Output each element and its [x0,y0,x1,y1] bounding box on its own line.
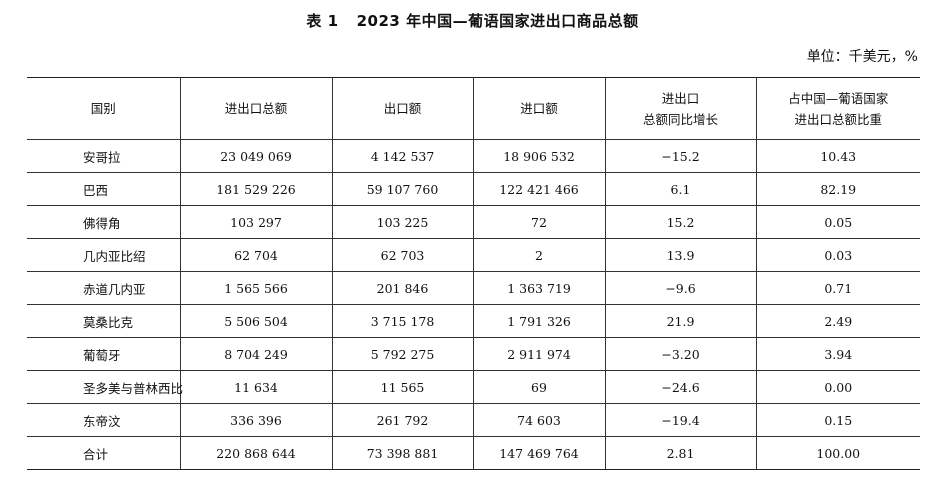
cell-share: 0.03 [755,238,920,272]
cell-country: 佛得角 [27,205,180,239]
cell-imports: 1 363 719 [472,271,605,305]
table-row: 东帝汶 336 396 261 792 74 603 −19.4 0.15 [27,403,920,437]
table-row: 几内亚比绍 62 704 62 703 2 13.9 0.03 [27,238,920,272]
cell-yoy-growth: 15.2 [604,205,756,239]
header-exports: 出口额 [331,77,473,140]
table-row: 佛得角 103 297 103 225 72 15.2 0.05 [27,205,920,239]
cell-imports: 72 [472,205,605,239]
header-share: 占中国—葡语国家 进出口总额比重 [755,77,920,140]
cell-share: 100.00 [755,436,920,470]
header-row: 国别 进出口总额 出口额 进口额 进出口 总额同比增长 占中国—葡语国家 进出口总额… [27,77,920,140]
cell-total-trade: 103 297 [179,205,332,239]
cell-total-trade: 220 868 644 [179,436,332,470]
table-row: 合计 220 868 644 73 398 881 147 469 764 2.… [27,436,920,470]
table-row: 莫桑比克 5 506 504 3 715 178 1 791 326 21.9 … [27,304,920,338]
cell-yoy-growth: −19.4 [604,403,756,437]
cell-yoy-growth: −9.6 [604,271,756,305]
table-body: 安哥拉 23 049 069 4 142 537 18 906 532 −15.… [27,139,920,470]
cell-country: 巴西 [27,172,180,206]
table-row: 安哥拉 23 049 069 4 142 537 18 906 532 −15.… [27,139,920,173]
cell-total-trade: 181 529 226 [179,172,332,206]
cell-share: 0.71 [755,271,920,305]
cell-exports: 11 565 [331,370,473,404]
cell-total-trade: 5 506 504 [179,304,332,338]
unit-note: 单位：千美元，% [806,49,918,65]
cell-yoy-growth: −15.2 [604,139,756,173]
cell-country: 合计 [27,436,180,470]
cell-country: 几内亚比绍 [27,238,180,272]
cell-exports: 3 715 178 [331,304,473,338]
cell-share: 0.00 [755,370,920,404]
cell-country: 莫桑比克 [27,304,180,338]
header-country: 国别 [27,77,180,140]
cell-share: 10.43 [755,139,920,173]
table-title-text: 2023 年中国—葡语国家进出口商品总额 [356,12,639,30]
cell-imports: 147 469 764 [472,436,605,470]
cell-share: 2.49 [755,304,920,338]
cell-imports: 74 603 [472,403,605,437]
cell-yoy-growth: 2.81 [604,436,756,470]
cell-yoy-growth: 21.9 [604,304,756,338]
cell-country: 圣多美与普林西比 [27,370,183,404]
cell-exports: 59 107 760 [331,172,473,206]
cell-exports: 62 703 [331,238,473,272]
cell-share: 3.94 [755,337,920,371]
cell-yoy-growth: 6.1 [604,172,756,206]
cell-country: 安哥拉 [27,139,180,173]
cell-exports: 103 225 [331,205,473,239]
header-yoy-growth: 进出口 总额同比增长 [604,77,756,140]
cell-imports: 122 421 466 [472,172,605,206]
cell-exports: 4 142 537 [331,139,473,173]
cell-imports: 18 906 532 [472,139,605,173]
cell-total-trade: 336 396 [179,403,332,437]
header-total-trade: 进出口总额 [179,77,332,140]
cell-total-trade: 11 634 [179,370,332,404]
table-row: 葡萄牙 8 704 249 5 792 275 2 911 974 −3.20 … [27,337,920,371]
cell-yoy-growth: −3.20 [604,337,756,371]
cell-exports: 201 846 [331,271,473,305]
cell-imports: 2 [472,238,605,272]
cell-share: 82.19 [755,172,920,206]
cell-country: 赤道几内亚 [27,271,180,305]
cell-yoy-growth: −24.6 [604,370,756,404]
header-imports: 进口额 [472,77,605,140]
table-number: 表 1 [306,12,339,30]
table-row: 圣多美与普林西比 11 634 11 565 69 −24.6 0.00 [27,370,920,404]
cell-country: 东帝汶 [27,403,180,437]
table-title: 表 1 2023 年中国—葡语国家进出口商品总额 [0,10,945,31]
cell-total-trade: 23 049 069 [179,139,332,173]
cell-exports: 5 792 275 [331,337,473,371]
cell-exports: 261 792 [331,403,473,437]
cell-total-trade: 1 565 566 [179,271,332,305]
cell-share: 0.15 [755,403,920,437]
table-row: 巴西 181 529 226 59 107 760 122 421 466 6.… [27,172,920,206]
cell-total-trade: 62 704 [179,238,332,272]
cell-yoy-growth: 13.9 [604,238,756,272]
cell-imports: 69 [472,370,605,404]
trade-table: 国别 进出口总额 出口额 进口额 进出口 总额同比增长 占中国—葡语国家 进出口总额… [27,77,920,470]
cell-exports: 73 398 881 [331,436,473,470]
cell-imports: 2 911 974 [472,337,605,371]
table-row: 赤道几内亚 1 565 566 201 846 1 363 719 −9.6 0… [27,271,920,305]
cell-imports: 1 791 326 [472,304,605,338]
cell-country: 葡萄牙 [27,337,180,371]
cell-total-trade: 8 704 249 [179,337,332,371]
cell-share: 0.05 [755,205,920,239]
